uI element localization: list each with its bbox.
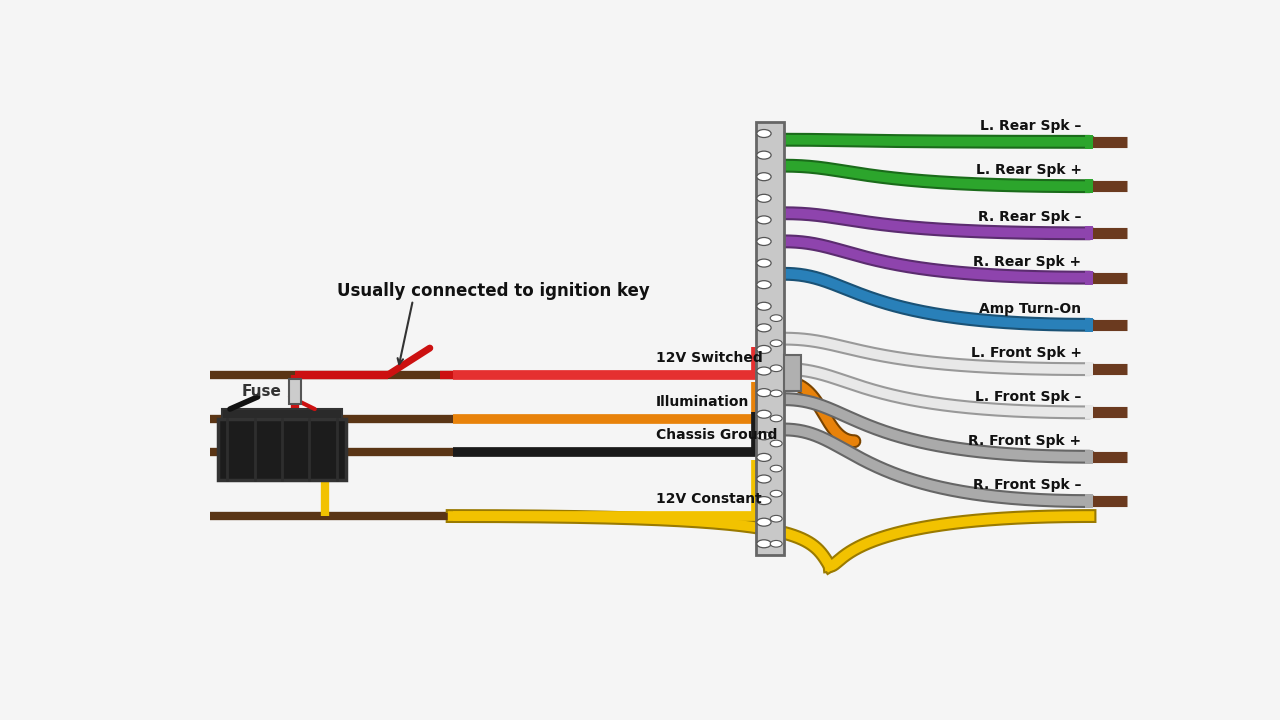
Circle shape	[756, 540, 771, 548]
Circle shape	[756, 216, 771, 224]
Circle shape	[756, 302, 771, 310]
Bar	[223, 409, 342, 419]
Circle shape	[771, 440, 782, 447]
Text: L. Front Spk –: L. Front Spk –	[975, 390, 1082, 403]
Circle shape	[756, 324, 771, 332]
Text: L. Front Spk +: L. Front Spk +	[970, 346, 1082, 360]
Circle shape	[756, 432, 771, 440]
Text: Usually connected to ignition key: Usually connected to ignition key	[337, 282, 649, 300]
Circle shape	[771, 415, 782, 422]
Text: R. Front Spk +: R. Front Spk +	[969, 434, 1082, 448]
Text: 12V Constant: 12V Constant	[657, 492, 762, 506]
Circle shape	[771, 315, 782, 321]
Circle shape	[756, 475, 771, 483]
Circle shape	[756, 454, 771, 462]
Circle shape	[756, 389, 771, 397]
Text: Amp Turn-On: Amp Turn-On	[979, 302, 1082, 316]
Text: L. Rear Spk +: L. Rear Spk +	[975, 163, 1082, 177]
Text: R. Rear Spk –: R. Rear Spk –	[978, 210, 1082, 225]
Circle shape	[771, 541, 782, 547]
Circle shape	[756, 410, 771, 418]
Circle shape	[756, 194, 771, 202]
Circle shape	[756, 497, 771, 505]
Bar	[218, 419, 347, 480]
Circle shape	[756, 518, 771, 526]
Text: 12V Switched: 12V Switched	[657, 351, 763, 365]
Text: Illumination: Illumination	[657, 395, 749, 409]
Circle shape	[771, 390, 782, 397]
Bar	[756, 122, 783, 555]
Circle shape	[756, 281, 771, 289]
Bar	[289, 379, 301, 405]
Text: Chassis Ground: Chassis Ground	[657, 428, 777, 442]
Circle shape	[771, 465, 782, 472]
Circle shape	[756, 367, 771, 375]
Bar	[783, 355, 801, 391]
Circle shape	[756, 346, 771, 354]
Text: R. Rear Spk +: R. Rear Spk +	[974, 255, 1082, 269]
Text: L. Rear Spk –: L. Rear Spk –	[980, 119, 1082, 133]
Circle shape	[756, 173, 771, 181]
Text: R. Front Spk –: R. Front Spk –	[973, 478, 1082, 492]
Circle shape	[771, 365, 782, 372]
Text: Fuse: Fuse	[241, 384, 282, 400]
Circle shape	[771, 340, 782, 346]
Circle shape	[756, 151, 771, 159]
Circle shape	[771, 516, 782, 522]
Circle shape	[771, 490, 782, 497]
Circle shape	[756, 259, 771, 267]
Circle shape	[756, 238, 771, 246]
Circle shape	[756, 130, 771, 138]
